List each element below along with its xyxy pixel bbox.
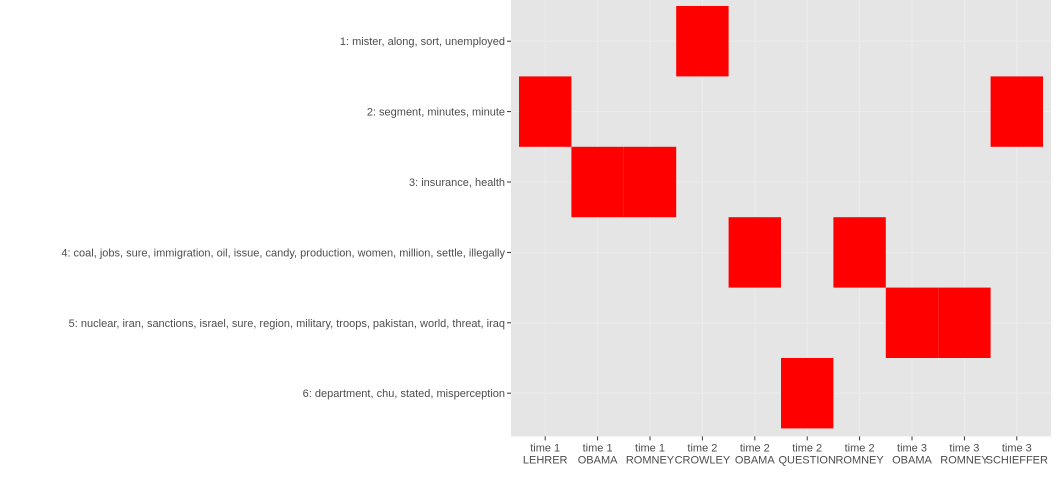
x-tick-label-line2: OBAMA xyxy=(735,454,775,466)
heatmap-cell xyxy=(728,217,781,288)
y-tick-label: 3: insurance, health xyxy=(409,177,505,189)
y-axis: 1: mister, along, sort, unemployed 2: seg… xyxy=(61,36,511,400)
heatmap-cell xyxy=(571,146,624,218)
heatmap-cell xyxy=(833,217,886,288)
y-tick-label: 5: nuclear, iran, sanctions, israel, sur… xyxy=(69,318,505,330)
x-tick-label-line2: OBAMA xyxy=(892,454,932,466)
y-tick-label: 1: mister, along, sort, unemployed xyxy=(340,36,505,48)
x-tick-label-line1: time 1 xyxy=(583,442,613,454)
x-tick-label-line1: time 3 xyxy=(897,442,927,454)
x-tick-label-line1: time 3 xyxy=(949,442,979,454)
x-tick-label-line1: time 2 xyxy=(687,442,717,454)
x-tick-label-line2: CROWLEY xyxy=(675,454,731,466)
x-tick-label-line2: ROMNEY xyxy=(835,454,884,466)
x-tick-label-line1: time 1 xyxy=(530,442,560,454)
heatmap-cell xyxy=(781,358,834,429)
heatmap-cell xyxy=(519,76,572,147)
x-tick-label-line2: ROMNEY xyxy=(626,454,675,466)
y-tick-label: 2: segment, minutes, minute xyxy=(367,107,505,119)
heatmap-cell xyxy=(938,287,991,358)
x-tick-label-line2: OBAMA xyxy=(578,454,618,466)
y-tick-label: 4: coal, jobs, sure, immigration, oil, i… xyxy=(61,247,505,259)
x-tick-label-line2: ROMNEY xyxy=(940,454,989,466)
x-tick-label-line1: time 3 xyxy=(1002,442,1032,454)
x-tick-label-line1: time 2 xyxy=(740,442,770,454)
heatmap-cell xyxy=(623,146,677,218)
x-tick-label-line1: time 2 xyxy=(792,442,822,454)
x-tick-label-line2: QUESTION xyxy=(778,454,836,466)
x-tick-label-line2: LEHRER xyxy=(523,454,568,466)
y-tick-label: 6: department, chu, stated, misperceptio… xyxy=(303,388,505,400)
heatmap-cell xyxy=(990,76,1043,147)
x-tick-label-line2: SCHIEFFER xyxy=(986,454,1048,466)
heatmap-cell xyxy=(676,6,729,77)
heatmap-cell xyxy=(885,287,939,358)
x-tick-label-line1: time 2 xyxy=(845,442,875,454)
heatmap-cells xyxy=(519,6,1043,429)
x-tick-label-line1: time 1 xyxy=(635,442,665,454)
